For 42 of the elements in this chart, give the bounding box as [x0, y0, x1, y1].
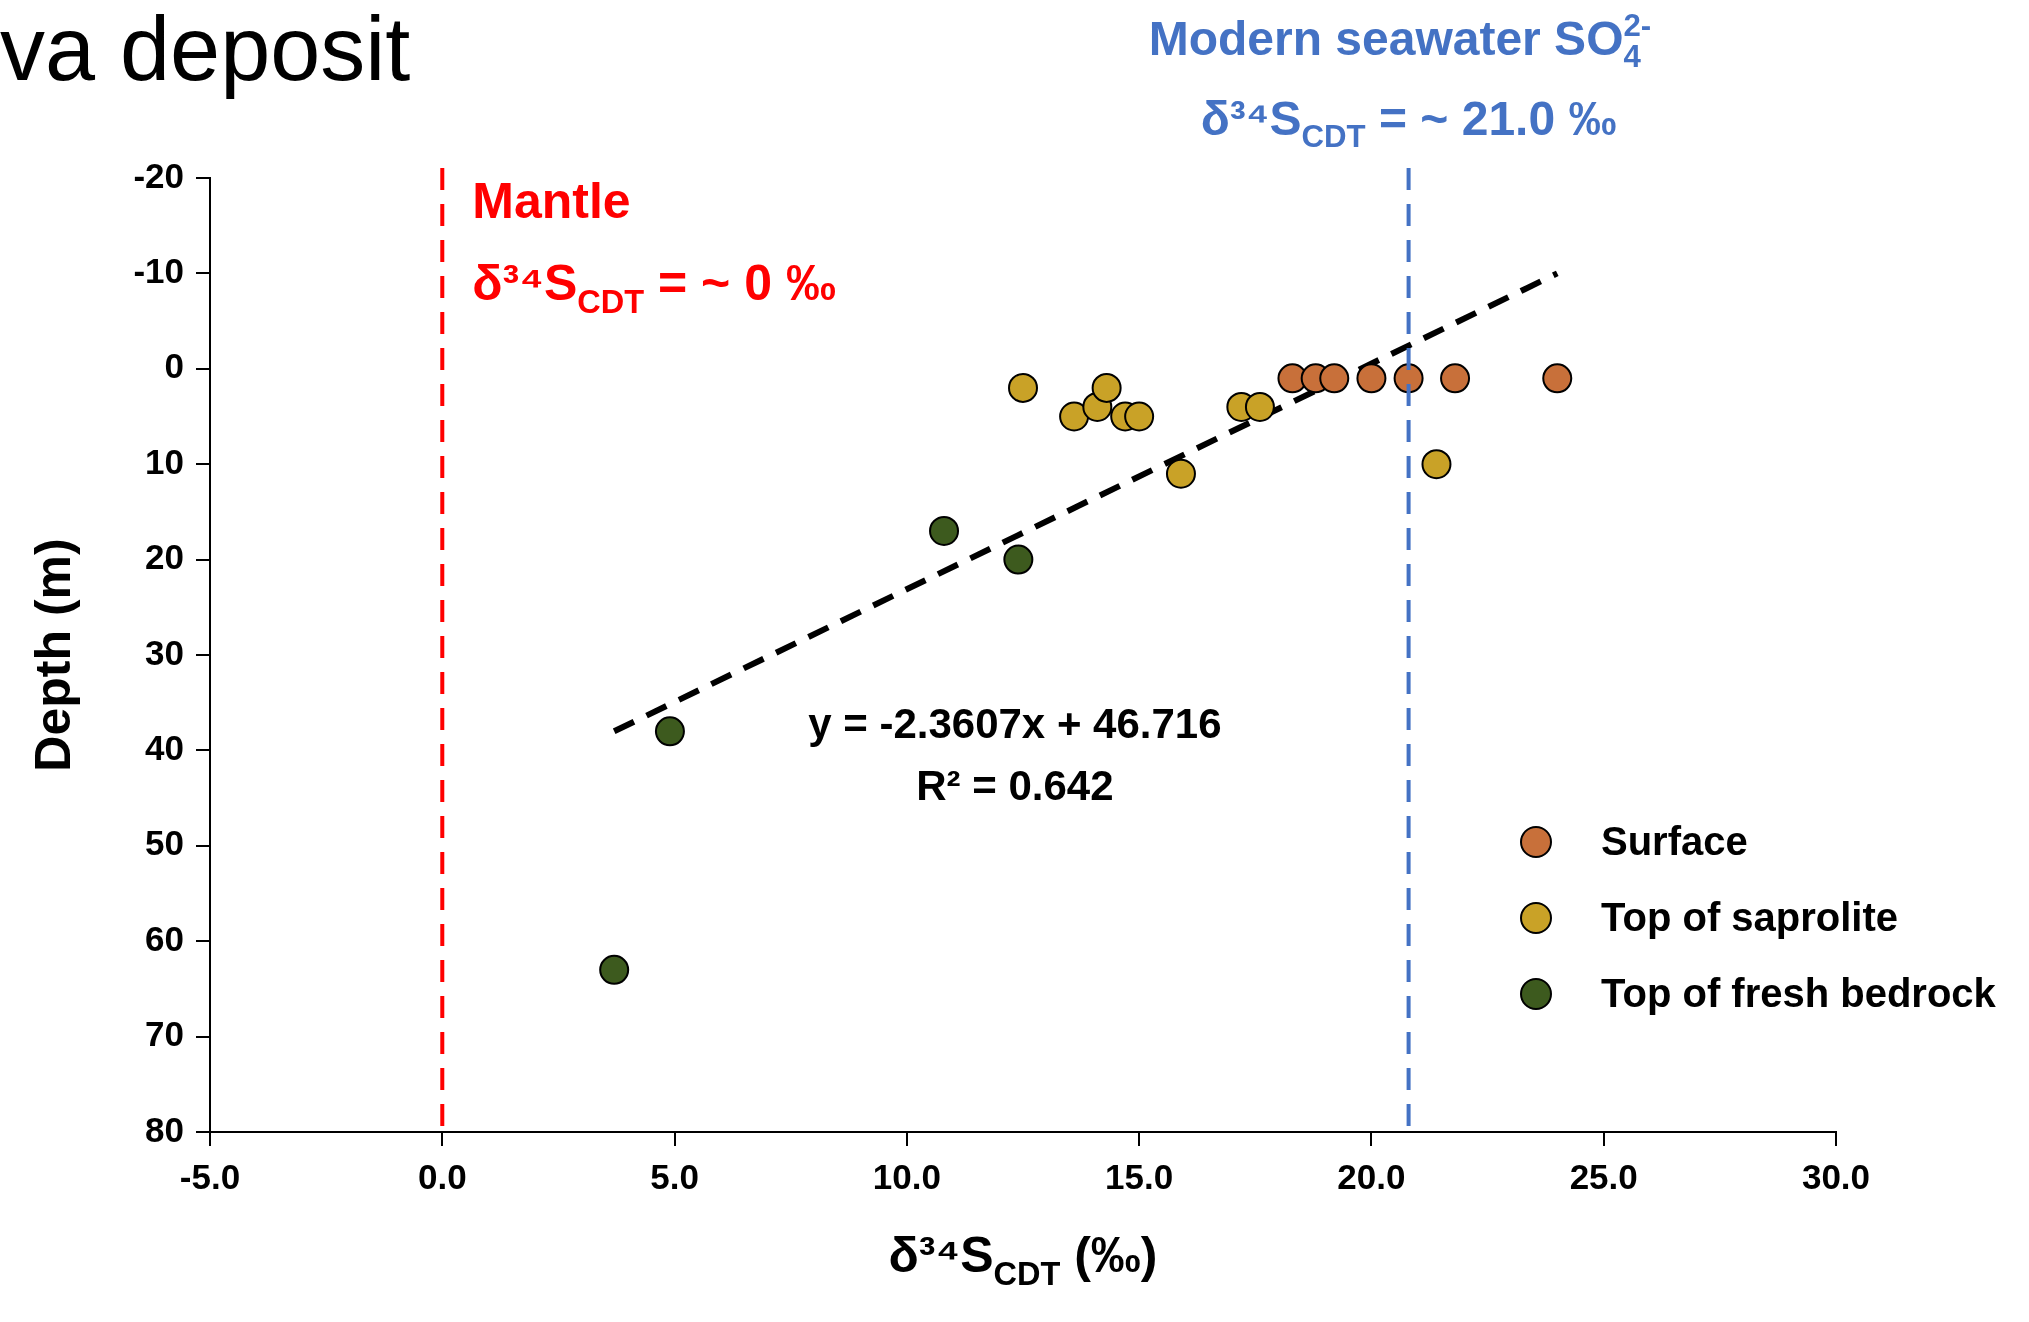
y-tick-label: 60: [145, 918, 184, 958]
x-tick-label: 25.0: [1569, 1156, 1638, 1196]
point: [1091, 372, 1122, 403]
y-tick-label: 0: [164, 346, 184, 386]
point: [1008, 372, 1038, 403]
y-tick-label: -20: [133, 155, 184, 195]
y-tick-label: 80: [145, 1109, 184, 1149]
x-tick-label: 15.0: [1105, 1156, 1174, 1196]
legend-label: Surface: [1601, 819, 1748, 864]
x-tick-label: 30.0: [1801, 1156, 1871, 1196]
y-axis-title: Depth (m): [25, 538, 81, 772]
legend-label: Top of fresh bedrock: [1601, 971, 1997, 1016]
point: [1393, 363, 1424, 394]
point: [1319, 363, 1350, 394]
point: [929, 515, 960, 546]
point: [1059, 401, 1090, 432]
annotation: y = -2.3607x + 46.716: [808, 700, 1222, 747]
y-tick-label: 70: [145, 1014, 184, 1054]
point: [1244, 391, 1275, 422]
point: [1440, 363, 1471, 394]
point: [1542, 363, 1573, 394]
point: [1124, 401, 1155, 432]
y-tick-label: 20: [145, 537, 184, 577]
annotation: R² = 0.642: [916, 762, 1114, 809]
x-tick-label: 5.0: [650, 1156, 699, 1196]
y-tick-label: 50: [145, 823, 184, 863]
x-tick-label: -5.0: [179, 1156, 241, 1196]
x-tick-label: 0.0: [417, 1156, 467, 1196]
point: [1165, 458, 1196, 489]
x-tick-label: 20.0: [1337, 1156, 1406, 1196]
y-tick-label: 30: [145, 632, 184, 672]
point: [599, 954, 630, 985]
point: [654, 716, 685, 747]
point: [1003, 544, 1034, 575]
point: [1356, 363, 1387, 394]
y-tick-label: -10: [133, 251, 184, 291]
y-tick-label: 40: [145, 728, 184, 768]
chart-title: va deposit: [0, 0, 411, 99]
legend-label: Top of saprolite: [1601, 895, 1899, 940]
y-tick-label: 10: [145, 441, 184, 481]
x-tick-label: 10.0: [872, 1156, 941, 1196]
point: [1421, 449, 1452, 480]
